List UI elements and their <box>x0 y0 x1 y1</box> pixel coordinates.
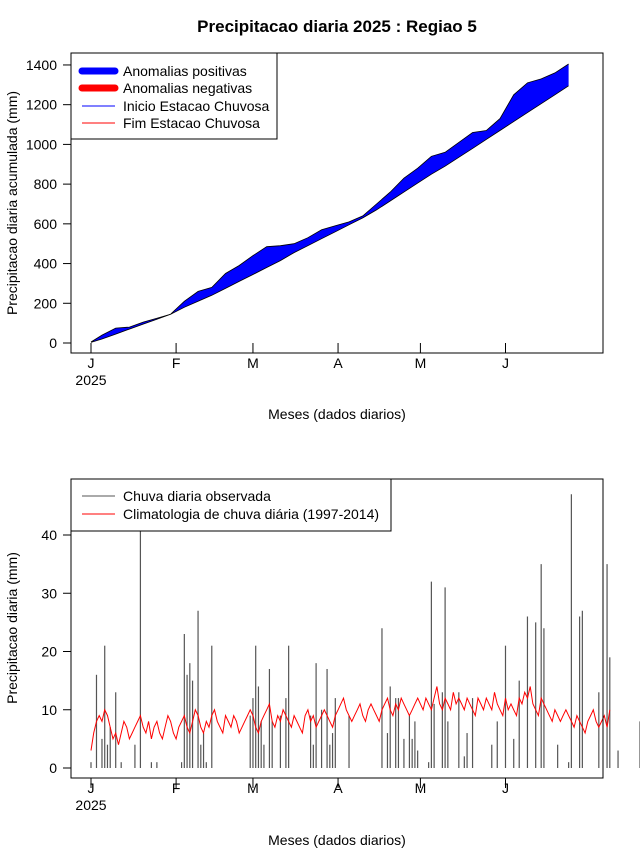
legend-label-observed: Chuva diaria observada <box>123 488 271 504</box>
bottom-y-tick-label: 0 <box>49 760 57 776</box>
bottom-y-axis-title: Precipitacao diaria (mm) <box>4 552 20 704</box>
bottom-x-tick-label: A <box>333 780 343 796</box>
positive-anomaly-area <box>91 64 569 343</box>
top-x-tick-label: J <box>502 355 509 371</box>
bottom-y-tick-label: 20 <box>41 644 57 660</box>
bottom-x-tick-label: M <box>247 780 259 796</box>
top-anomaly-band <box>91 64 569 343</box>
top-cumulative-lines <box>90 63 569 343</box>
top-y-tick-label: 600 <box>34 216 58 232</box>
top-x-year-label: 2025 <box>75 372 106 388</box>
top-x-tick-label: J <box>88 355 95 371</box>
top-x-tick-label: M <box>415 355 427 371</box>
bottom-x-year-label: 2025 <box>75 797 106 813</box>
top-x-tick-label: A <box>333 355 343 371</box>
top-y-tick-label: 400 <box>34 256 58 272</box>
climatology-line <box>90 686 611 751</box>
top-x-axis-title: Meses (dados diarios) <box>268 406 406 422</box>
bottom-x-tick-label: J <box>88 780 95 796</box>
bottom-legend-box <box>70 478 392 532</box>
top-y-tick-label: 800 <box>34 176 58 192</box>
bottom-plot-area: 0 10 20 30 40 J F M A M J <box>41 478 640 796</box>
top-y-tick-label: 0 <box>49 335 57 351</box>
bottom-x-axis-title: Meses (dados diarios) <box>268 832 406 848</box>
bottom-x-tick-label: F <box>172 780 181 796</box>
legend-label-negative: Anomalias negativas <box>123 80 252 96</box>
bottom-y-tick-label: 40 <box>41 527 57 543</box>
bottom-y-axis: 0 10 20 30 40 <box>41 527 71 776</box>
top-y-axis-title: Precipitacao diaria acumulada (mm) <box>4 91 20 315</box>
top-x-tick-label: F <box>172 355 181 371</box>
bottom-climatology-line <box>90 686 611 751</box>
bottom-legend: Chuva diaria observada Climatologia de c… <box>70 478 392 532</box>
legend-label-season-start: Inicio Estacao Chuvosa <box>123 98 270 114</box>
top-legend-box <box>70 52 278 140</box>
top-y-axis: 0 200 400 600 800 1000 1200 1400 <box>26 57 71 351</box>
top-chart-title: Precipitacao diaria 2025 : Regiao 5 <box>197 17 477 36</box>
top-y-tick-label: 200 <box>34 295 58 311</box>
bottom-y-tick-label: 10 <box>41 702 57 718</box>
top-plot-frame <box>70 52 604 354</box>
legend-label-climatology: Climatologia de chuva diária (1997-2014) <box>123 506 379 522</box>
bottom-x-tick-label: M <box>415 780 427 796</box>
climatology-cumulative-line <box>90 85 569 343</box>
top-y-tick-label: 1200 <box>26 97 57 113</box>
top-plot-area: 0 200 400 600 800 1000 1200 1400 J F M A M J <box>26 52 604 371</box>
top-legend: Anomalias positivas Anomalias negativas … <box>70 52 278 140</box>
top-y-tick-label: 1000 <box>26 136 57 152</box>
legend-label-season-end: Fim Estacao Chuvosa <box>123 115 260 131</box>
top-y-tick-label: 1400 <box>26 57 57 73</box>
bottom-x-tick-label: J <box>502 780 509 796</box>
top-x-tick-label: M <box>247 355 259 371</box>
bottom-y-tick-label: 30 <box>41 585 57 601</box>
legend-label-positive: Anomalias positivas <box>123 63 247 79</box>
bottom-observed-bars <box>90 494 640 768</box>
